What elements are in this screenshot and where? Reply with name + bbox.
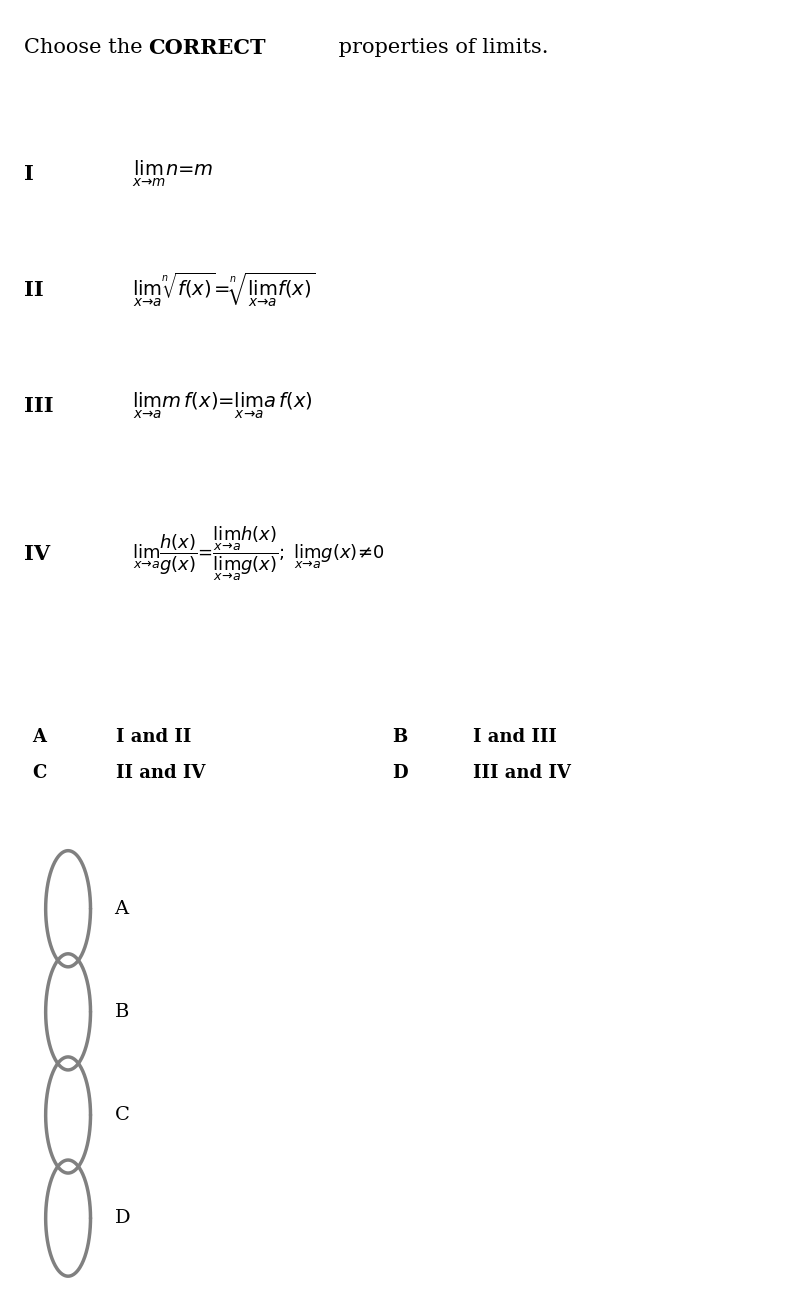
Text: II and IV: II and IV xyxy=(116,764,206,782)
Text: D: D xyxy=(392,764,409,782)
Text: III: III xyxy=(24,396,54,416)
Text: B: B xyxy=(392,728,408,746)
Text: B: B xyxy=(115,1003,129,1021)
Text: I and III: I and III xyxy=(473,728,557,746)
Text: $\lim_{x\to a} \dfrac{h(x)}{g(x)} = \dfrac{\lim_{x\to a} h(x)}{\lim_{x\to a} g(x: $\lim_{x\to a} \dfrac{h(x)}{g(x)} = \dfr… xyxy=(132,525,384,584)
Text: IV: IV xyxy=(24,544,50,565)
Text: A: A xyxy=(32,728,46,746)
Text: C: C xyxy=(115,1106,130,1124)
Text: $\lim_{x\to a} \sqrt[n]{f(x)} = \sqrt[n]{\lim_{x\to a} f(x)}$: $\lim_{x\to a} \sqrt[n]{f(x)} = \sqrt[n]… xyxy=(132,271,316,309)
Text: $\lim_{x\to m} n = m$: $\lim_{x\to m} n = m$ xyxy=(132,159,214,189)
Text: CORRECT: CORRECT xyxy=(148,37,266,58)
Text: I: I xyxy=(24,164,34,184)
Text: III and IV: III and IV xyxy=(473,764,570,782)
Text: properties of limits.: properties of limits. xyxy=(332,39,549,57)
Text: I and II: I and II xyxy=(116,728,191,746)
Text: C: C xyxy=(32,764,46,782)
Text: II: II xyxy=(24,280,44,300)
Text: A: A xyxy=(115,900,129,918)
Text: D: D xyxy=(115,1209,131,1227)
Text: Choose the: Choose the xyxy=(24,39,149,57)
Text: $\lim_{x\to a} m\,f(x) = \lim_{x\to a} a\,f(x)$: $\lim_{x\to a} m\,f(x) = \lim_{x\to a} a… xyxy=(132,391,313,422)
